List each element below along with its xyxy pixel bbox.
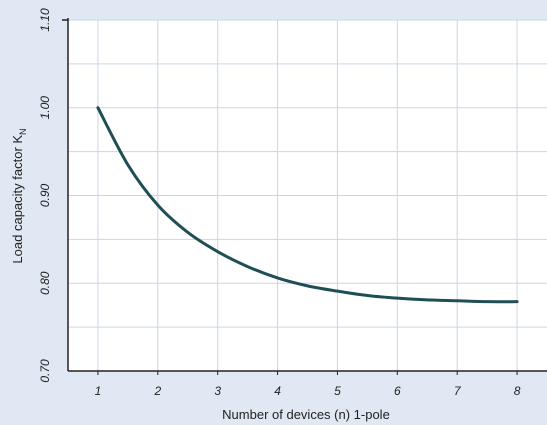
x-tick-label-4: 4: [274, 384, 281, 398]
x-axis-label: Number of devices (n) 1-pole: [222, 407, 390, 422]
x-tick-label-3: 3: [214, 384, 221, 398]
x-tick-label-6: 6: [394, 384, 401, 398]
y-axis-label-subscript: N: [18, 128, 28, 135]
x-tick-label-1: 1: [95, 384, 102, 398]
x-tick-label-8: 8: [514, 384, 521, 398]
y-axis-label-main: Load capacity factor K: [10, 135, 25, 264]
x-tick-label-5: 5: [334, 384, 341, 398]
series-line-load-capacity: [96, 106, 519, 304]
y-tick-label-0-80: 0.80: [38, 271, 52, 295]
y-tick-label-0-70: 0.70: [38, 359, 52, 383]
y-axis-label: Load capacity factor KN: [10, 128, 28, 263]
y-tick-label-0-90: 0.90: [38, 183, 52, 207]
y-tick-label-1-00: 1.00: [38, 96, 52, 120]
x-tick-label-2: 2: [153, 384, 161, 398]
y-tick-labels: 0.70 0.80 0.90 1.00 1.10: [38, 8, 52, 383]
y-tick-label-1-10: 1.10: [38, 8, 52, 32]
x-tick-label-7: 7: [454, 384, 462, 398]
axes: [62, 18, 547, 375]
x-tick-labels: 1 2 3 4 5 6 7 8: [95, 384, 521, 398]
